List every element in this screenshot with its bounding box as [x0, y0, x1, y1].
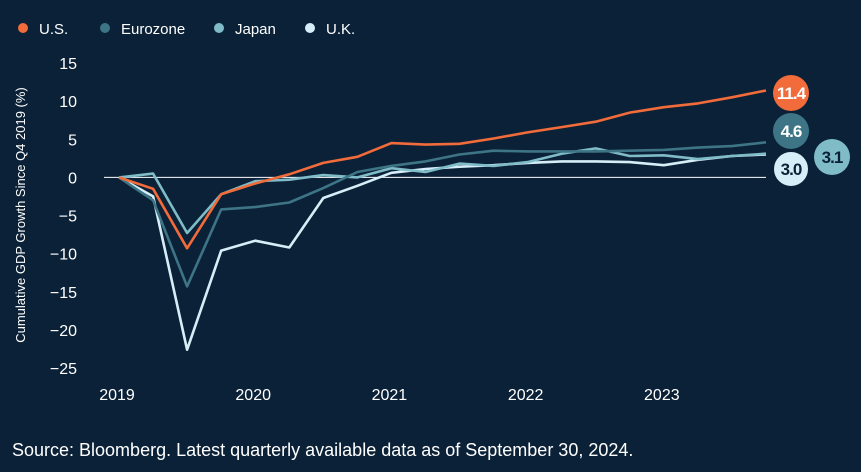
series-line-eurozone	[118, 141, 767, 288]
y-axis-ticks: 15 10 5 0 −5 −10 −15 −20 −25	[50, 56, 77, 378]
legend-label-3: U.K.	[326, 21, 355, 38]
y-tick-label: 10	[59, 94, 77, 111]
y-tick-label: −10	[50, 247, 77, 264]
gdp-growth-chart: U.S. Eurozone Japan U.K. Cumulative GDP Gro…	[13, 21, 850, 404]
legend-marker-3	[305, 23, 315, 33]
legend-label-1: Eurozone	[121, 21, 185, 38]
y-tick-label: 15	[59, 56, 77, 73]
legend-marker-2	[214, 23, 224, 33]
series-lines	[118, 89, 767, 351]
end-labels: 11.4 4.6 3.1 3.0	[772, 75, 850, 188]
x-tick-label: 2023	[644, 387, 680, 404]
series-line-us	[118, 89, 767, 250]
y-tick-label: 5	[68, 132, 77, 149]
legend: U.S. Eurozone Japan U.K.	[18, 21, 355, 38]
series-line-uk	[118, 153, 767, 351]
legend-label-0: U.S.	[39, 21, 68, 38]
x-axis-ticks: 2019 2020 2021 2022 2023	[99, 387, 680, 404]
y-axis-label: Cumulative GDP Growth Since Q4 2019 (%)	[13, 87, 28, 343]
source-note: Source: Bloomberg. Latest quarterly avai…	[12, 440, 634, 460]
legend-marker-0	[18, 23, 28, 33]
x-tick-label: 2020	[235, 387, 271, 404]
y-tick-label: −5	[59, 209, 77, 226]
x-tick-label: 2022	[508, 387, 544, 404]
y-tick-label: −25	[50, 361, 77, 378]
end-label-1: 4.6	[781, 122, 802, 141]
y-tick-label: 0	[68, 170, 77, 187]
x-tick-label: 2021	[372, 387, 408, 404]
end-label-3: 3.0	[781, 160, 802, 179]
end-bubble-2	[814, 139, 850, 175]
end-bubble-3	[772, 150, 810, 188]
y-tick-label: −15	[50, 285, 77, 302]
end-bubble-1	[773, 113, 809, 149]
end-label-0: 11.4	[777, 84, 807, 103]
end-label-2: 3.1	[822, 148, 843, 167]
x-tick-label: 2019	[99, 387, 135, 404]
y-tick-label: −20	[50, 323, 77, 340]
legend-label-2: Japan	[235, 21, 276, 38]
legend-marker-1	[100, 23, 110, 33]
end-bubble-0	[773, 75, 809, 111]
